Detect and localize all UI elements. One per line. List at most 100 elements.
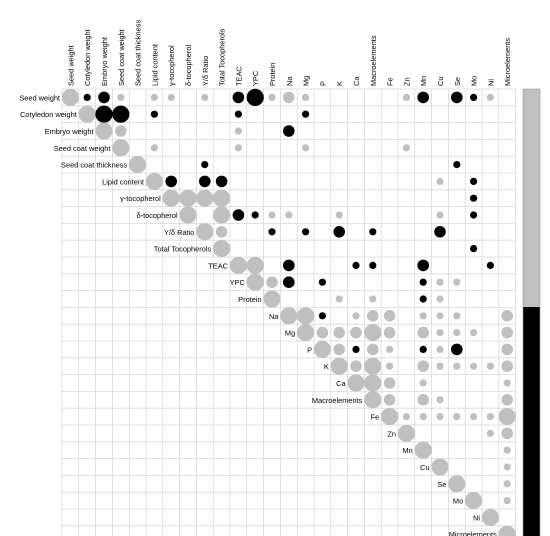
- column-labels: Seed weight Cotyledon weight Embryo weight…: [66, 20, 512, 86]
- column-label-embryo-weight: Embryo weight: [100, 37, 109, 86]
- correlation-circle: [302, 110, 310, 118]
- column-label-seed-coat-weight: Seed coat weight: [117, 29, 126, 86]
- column-label-cu: Cu: [436, 77, 445, 86]
- row-label-mn: Mn: [403, 446, 413, 455]
- correlation-circle: [302, 144, 310, 152]
- correlation-circle: [179, 189, 197, 207]
- color-legend-bar: [522, 88, 541, 536]
- correlation-circle: [369, 295, 377, 303]
- correlation-circle: [419, 379, 427, 387]
- correlation-circle: [402, 413, 410, 421]
- correlation-circle: [201, 93, 209, 101]
- correlation-circle: [129, 156, 147, 174]
- correlation-circle: [246, 256, 264, 274]
- correlation-circle: [367, 310, 379, 322]
- correlation-circle: [213, 189, 231, 207]
- correlation-circle: [470, 329, 478, 337]
- correlation-circle: [213, 206, 231, 224]
- column-label-microelements: Microelements: [503, 38, 512, 86]
- correlation-circle: [419, 312, 427, 320]
- row-labels: Seed weight Cotyledon weight Embryo weight…: [19, 93, 497, 536]
- correlation-circle: [386, 362, 394, 370]
- column-label-tocopherol: γ-tocopherol: [167, 45, 176, 86]
- correlation-circle: [232, 209, 245, 221]
- correlation-circle: [453, 312, 461, 320]
- row-label-ni: Ni: [473, 513, 480, 522]
- correlation-circle: [486, 261, 494, 269]
- correlation-circle: [383, 326, 396, 339]
- correlation-circle: [419, 295, 427, 303]
- correlation-circle: [266, 276, 278, 289]
- correlation-circle: [350, 360, 362, 373]
- correlation-circle: [352, 312, 360, 320]
- correlation-circle: [302, 228, 310, 236]
- legend-positive-segment: [523, 89, 540, 307]
- column-label-ratio: Υ/δ Ratio: [201, 56, 210, 86]
- correlation-circle: [318, 312, 326, 320]
- column-label-p: P: [318, 81, 327, 86]
- correlation-circle: [419, 345, 427, 353]
- column-label-cotyledon-weight: Cotyledon weight: [83, 29, 92, 86]
- correlation-circle: [283, 259, 295, 272]
- correlation-circle: [263, 290, 281, 308]
- correlation-circle: [364, 374, 382, 392]
- column-label-seed-coat-thickness: Seed coat thickness: [134, 20, 143, 86]
- row-label-protein: Protein: [238, 295, 261, 304]
- correlation-circle: [419, 278, 427, 286]
- correlation-circle: [117, 93, 125, 101]
- row-label-cu: Cu: [420, 463, 429, 472]
- correlation-circle: [470, 194, 478, 202]
- correlation-circle: [280, 307, 298, 325]
- correlation-circle: [503, 463, 511, 471]
- row-label-seed-coat-thickness: Seed coat thickness: [61, 161, 127, 170]
- correlation-circle: [436, 211, 444, 219]
- correlation-circle: [397, 424, 415, 442]
- correlation-circle: [383, 310, 396, 322]
- correlation-circle: [150, 110, 158, 118]
- correlation-circle: [83, 93, 91, 101]
- correlation-circle: [283, 91, 295, 104]
- row-label-embryo-weight: Embryo weight: [45, 127, 94, 136]
- row-label-ypc: YPC: [230, 278, 246, 287]
- correlation-circle: [436, 362, 444, 370]
- row-label-macroelements: Macroelements: [312, 396, 363, 405]
- correlation-circle: [503, 379, 511, 387]
- correlation-circle: [196, 223, 214, 241]
- correlation-circle: [470, 362, 478, 370]
- correlation-circle: [268, 228, 276, 236]
- correlation-circle: [145, 172, 163, 190]
- correlation-circle: [150, 144, 158, 152]
- correlation-circle: [470, 245, 478, 253]
- correlation-circle: [451, 91, 463, 104]
- correlation-circle: [167, 93, 175, 101]
- column-label-tocopherol: δ-tocopherol: [184, 45, 193, 86]
- row-label-p: P: [307, 345, 312, 354]
- correlation-circle: [213, 240, 231, 258]
- column-label-seed-weight: Seed weight: [66, 45, 75, 86]
- column-label-lipid-content: Lipid content: [150, 44, 159, 86]
- legend-negative-segment: [523, 307, 540, 536]
- correlation-circle: [470, 177, 478, 185]
- correlation-circle: [369, 261, 377, 269]
- correlation-circle: [246, 273, 264, 291]
- row-label-mg: Mg: [285, 329, 295, 338]
- column-label-ni: Ni: [486, 79, 495, 86]
- correlation-circle: [453, 161, 461, 169]
- row-label-ratio: Υ/δ Ratio: [164, 228, 194, 237]
- correlation-circle: [234, 110, 242, 118]
- correlation-circle: [246, 88, 264, 106]
- correlation-circle: [436, 278, 444, 286]
- column-label-na: Na: [285, 76, 294, 86]
- correlation-circle: [453, 278, 461, 286]
- correlation-circle: [112, 105, 130, 123]
- row-label-seed-coat-weight: Seed coat weight: [54, 144, 111, 153]
- row-label-cotyledon-weight: Cotyledon weight: [20, 110, 77, 119]
- row-label-k: K: [324, 362, 329, 371]
- correlation-circle: [417, 326, 430, 339]
- correlation-circle: [453, 329, 461, 337]
- correlation-circle: [436, 345, 444, 353]
- correlation-circle: [61, 88, 79, 106]
- correlation-circle: [199, 175, 211, 188]
- row-label-mo: Mo: [453, 497, 463, 506]
